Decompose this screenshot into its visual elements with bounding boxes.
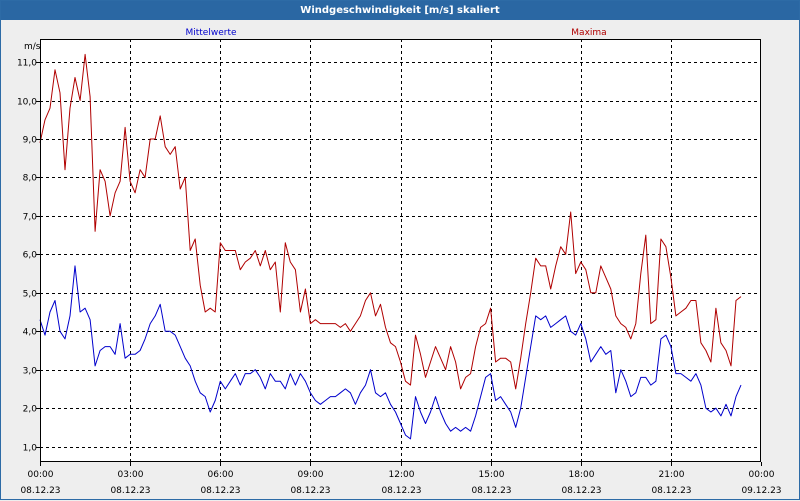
x-tick-time-label: 09:00 — [298, 470, 324, 480]
x-tick-date-label: 09.12.23 — [741, 486, 781, 496]
x-tick-date-label: 08.12.23 — [290, 486, 330, 496]
x-tick-time-label: 18:00 — [569, 470, 595, 480]
legend-mean: Mittelwerte — [185, 28, 236, 38]
x-tick-date-label: 08.12.23 — [561, 486, 601, 496]
y-tick-label: 4,0 — [23, 328, 38, 338]
series-line-mean — [39, 265, 742, 440]
y-tick-label: 5,0 — [23, 290, 38, 300]
y-tick-label: 2,0 — [23, 405, 38, 415]
x-tick-time-label: 06:00 — [208, 470, 234, 480]
x-tick-date-label: 08.12.23 — [200, 486, 240, 496]
y-tick-label: 7,0 — [23, 213, 38, 223]
x-tick-time-label: 21:00 — [659, 470, 685, 480]
x-tick-time-label: 12:00 — [389, 470, 415, 480]
series-line-max — [39, 53, 742, 390]
x-tick-time-label: 00:00 — [28, 470, 54, 480]
y-tick-label: 9,0 — [23, 136, 38, 146]
y-tick-label: 8,0 — [23, 174, 38, 184]
x-tick-date-label: 08.12.23 — [651, 486, 691, 496]
y-tick-label: 6,0 — [23, 251, 38, 261]
x-tick-time-label: 00:00 — [749, 470, 775, 480]
x-tick-date-label: 08.12.23 — [381, 486, 421, 496]
x-tick-date-label: 08.12.23 — [110, 486, 150, 496]
y-tick-label: 10,0 — [17, 98, 37, 108]
plot-border — [40, 39, 761, 462]
x-tick-date-label: 08.12.23 — [20, 486, 60, 496]
y-axis-label: m/s — [24, 42, 41, 52]
y-tick-label: 11,0 — [17, 59, 37, 69]
x-tick-date-label: 08.12.23 — [471, 486, 511, 496]
legend-max: Maxima — [571, 28, 606, 38]
x-tick-time-label: 03:00 — [118, 470, 144, 480]
chart-title: Windgeschwindigkeit [m/s] skaliert — [1, 1, 799, 20]
y-tick-label: 3,0 — [23, 367, 38, 377]
plot-area — [40, 39, 761, 462]
y-tick-label: 1,0 — [23, 444, 38, 454]
x-tick-time-label: 15:00 — [479, 470, 505, 480]
